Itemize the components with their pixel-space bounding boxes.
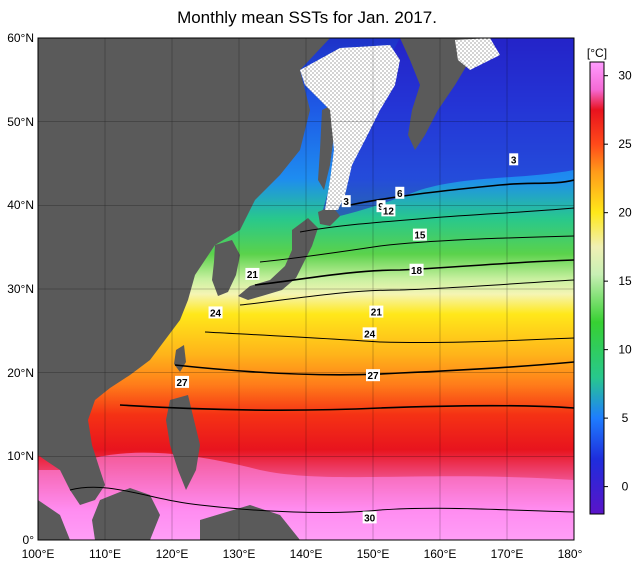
korea-peninsula [212, 240, 240, 296]
lat-label-10: 10°N [7, 449, 34, 463]
japan-islands [238, 218, 318, 300]
contour-label: 24 [364, 329, 376, 340]
contour-label-bg [341, 195, 351, 208]
colorbar-tick-label: 30 [618, 69, 632, 83]
graticule [38, 38, 574, 540]
contour-label-bg [362, 511, 377, 524]
contour-label: 27 [367, 371, 379, 382]
map-title: Monthly mean SSTs for Jan. 2017. [177, 8, 437, 27]
contour-label: 3 [511, 155, 517, 166]
lon-label-110: 110°E [89, 547, 121, 561]
contour-label-bg [208, 306, 223, 319]
colorbar-tick-label: 10 [618, 343, 632, 357]
sumatra-coast [38, 500, 70, 540]
contour-label: 21 [247, 270, 259, 281]
new-guinea-north [200, 505, 300, 540]
borneo [92, 488, 160, 540]
contour-label-bg [362, 327, 377, 340]
sakhalin [318, 105, 334, 190]
lon-label-180: 180° [558, 547, 583, 561]
lat-label-0: 0° [23, 533, 35, 547]
contour-label-bg [395, 186, 405, 199]
contour-label: 3 [343, 197, 349, 208]
colorbar-tick-label: 20 [618, 206, 632, 220]
contour-label: 12 [383, 206, 395, 217]
contour-label-bg [369, 305, 384, 318]
contour-label: 21 [371, 308, 383, 319]
contour-label: 18 [411, 266, 423, 277]
contour-label: 6 [397, 189, 403, 200]
lon-label-170: 170°E [491, 547, 524, 561]
contour-label-bg [381, 204, 396, 217]
lat-axis: 60°N 50°N 40°N 30°N 20°N 10°N 0° [7, 31, 34, 547]
contour-label-bg [376, 200, 386, 213]
lat-label-40: 40°N [7, 198, 34, 212]
lat-label-20: 20°N [7, 366, 34, 380]
contour-label-bg [366, 369, 380, 382]
contour-label-bg [409, 263, 424, 276]
contour-label: 15 [414, 231, 426, 242]
contour-label: 9 [378, 202, 384, 213]
contour-label: 27 [176, 378, 188, 389]
sea-ice-bering [455, 38, 500, 70]
philippines [166, 395, 200, 490]
colorbar-unit: [°C] [587, 46, 607, 60]
asia-mainland [38, 38, 330, 505]
colorbar-tick-label: 15 [618, 274, 632, 288]
contour-labels: 3 6 3 9 12 15 18 21 24 21 24 27 27 30 [175, 153, 519, 524]
hokkaido [318, 206, 340, 226]
contour-label: 30 [364, 513, 376, 524]
lon-label-140: 140°E [290, 547, 323, 561]
lon-label-160: 160°E [424, 547, 457, 561]
lat-label-30: 30°N [7, 282, 34, 296]
lon-label-130: 130°E [223, 547, 256, 561]
contour-label-bg [509, 153, 519, 166]
lon-axis: 100°E 110°E 120°E 130°E 140°E 150°E 160°… [22, 547, 583, 561]
lat-label-60: 60°N [7, 31, 34, 45]
contour-label-bg [412, 228, 427, 241]
isotherm-contours [69, 179, 574, 513]
colorbar [589, 61, 605, 515]
contour-label-bg [175, 375, 190, 388]
colorbar-ticks: 30 25 20 15 10 5 0 [604, 69, 632, 494]
contour-label-bg [245, 267, 260, 280]
lon-label-100: 100°E [22, 547, 55, 561]
map-frame [37, 37, 575, 541]
sea-ice-okhotsk [300, 45, 400, 210]
lon-label-150: 150°E [357, 547, 390, 561]
contour-label: 24 [210, 308, 222, 319]
lat-label-50: 50°N [7, 115, 34, 129]
colorbar-tick-label: 0 [622, 480, 629, 494]
colorbar-tick-label: 25 [618, 137, 632, 151]
colorbar-tick-label: 5 [622, 411, 629, 425]
lon-label-120: 120°E [156, 547, 189, 561]
